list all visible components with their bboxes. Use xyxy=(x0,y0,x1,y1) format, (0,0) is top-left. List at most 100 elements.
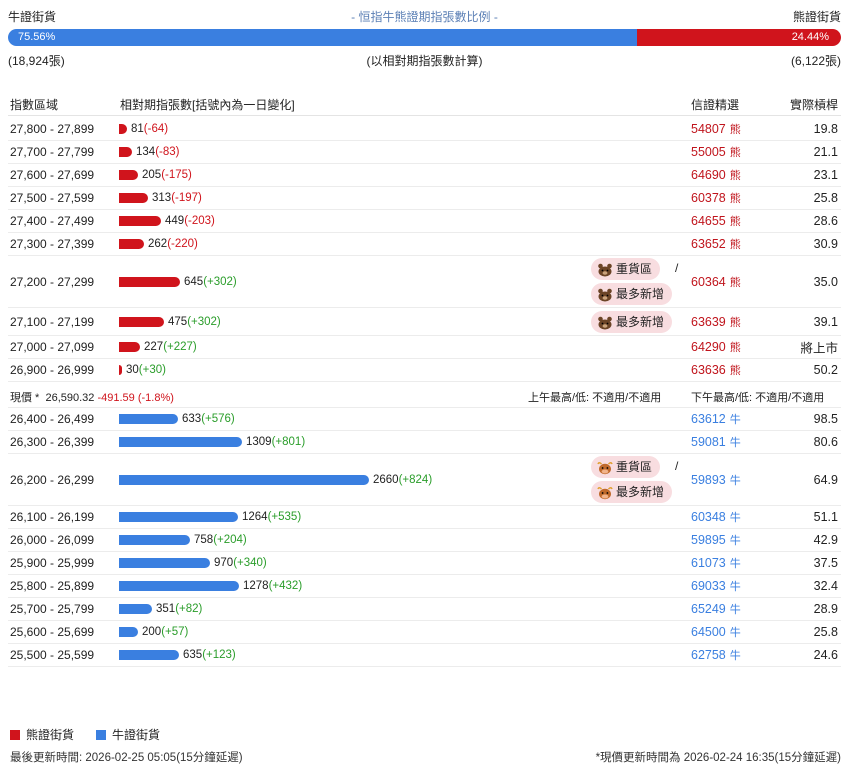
warrant-code[interactable]: 61073 xyxy=(691,556,726,570)
warrant-code[interactable]: 63652 xyxy=(691,237,726,251)
warrant-code[interactable]: 64290 xyxy=(691,340,726,354)
warrant-code-link[interactable]: 64500 牛 xyxy=(691,624,741,640)
bear-contracts-bar xyxy=(119,239,144,249)
bull-row[interactable]: 26,300 - 26,399 1309(+801) 59081 牛 80.6 xyxy=(8,431,841,454)
current-price-change: -491.59 (-1.8%) xyxy=(97,392,174,404)
bear-row[interactable]: 27,300 - 27,399 262(-220) 63652 熊 30.9 xyxy=(8,233,841,256)
effective-gearing: 19.8 xyxy=(813,122,838,136)
warrant-code[interactable]: 60378 xyxy=(691,191,726,205)
warrant-code-link[interactable]: 64290 熊 xyxy=(691,339,741,355)
warrant-type: 牛 xyxy=(729,558,741,570)
warrant-type: 熊 xyxy=(729,365,741,377)
bear-row[interactable]: 27,100 - 27,199 475(+302) 最多新增 63639 熊 39.1 xyxy=(8,308,841,336)
bull-bear-ratio-bar: 75.56% 24.44% xyxy=(8,29,841,46)
bull-row[interactable]: 26,400 - 26,499 633(+576) 63612 牛 98.5 xyxy=(8,408,841,431)
warrant-type: 熊 xyxy=(729,316,741,329)
contracts-value: 635(+123) xyxy=(183,649,236,661)
index-range: 25,800 - 25,899 xyxy=(10,579,95,593)
badge-label: 重貨區 xyxy=(616,460,653,474)
effective-gearing: 32.4 xyxy=(813,579,838,593)
bull-icon xyxy=(597,460,613,475)
warrant-code[interactable]: 60364 xyxy=(691,274,726,289)
badge-separator: / xyxy=(675,459,679,473)
contracts-change: (+340) xyxy=(233,557,267,569)
warrant-code[interactable]: 59895 xyxy=(691,533,726,547)
bull-contracts-bar xyxy=(119,437,242,447)
index-range: 27,200 - 27,299 xyxy=(10,274,95,289)
warrant-type: 牛 xyxy=(729,581,741,593)
warrant-code[interactable]: 64655 xyxy=(691,214,726,228)
warrant-code-link[interactable]: 64655 熊 xyxy=(691,213,741,229)
warrant-code-link[interactable]: 60348 牛 xyxy=(691,509,741,525)
bear-row[interactable]: 27,600 - 27,699 205(-175) 64690 熊 23.1 xyxy=(8,164,841,187)
bear-row[interactable]: 27,000 - 27,099 227(+227) 64290 熊 將上市 xyxy=(8,336,841,359)
warrant-code[interactable]: 60348 xyxy=(691,510,726,524)
index-range: 25,700 - 25,799 xyxy=(10,602,95,616)
bull-row[interactable]: 26,100 - 26,199 1264(+535) 60348 牛 51.1 xyxy=(8,506,841,529)
warrant-type: 熊 xyxy=(729,239,741,251)
warrant-code-link[interactable]: 55005 熊 xyxy=(691,144,741,160)
warrant-code-link[interactable]: 69033 牛 xyxy=(691,578,741,594)
bull-contracts-bar xyxy=(119,604,152,614)
effective-gearing: 28.6 xyxy=(813,214,838,228)
col-contracts-header: 相對期指張數[括號內為一日變化] xyxy=(120,98,295,112)
warrant-code-link[interactable]: 65249 牛 xyxy=(691,601,741,617)
warrant-code[interactable]: 64690 xyxy=(691,168,726,182)
warrant-code[interactable]: 64500 xyxy=(691,625,726,639)
bear-row[interactable]: 27,800 - 27,899 81(-64) 54807 熊 19.8 xyxy=(8,118,841,141)
effective-gearing: 23.1 xyxy=(813,168,838,182)
warrant-code-link[interactable]: 63639 熊 xyxy=(691,314,741,330)
warrant-code[interactable]: 63612 xyxy=(691,412,726,426)
warrant-code[interactable]: 59893 xyxy=(691,472,726,487)
warrant-code[interactable]: 65249 xyxy=(691,602,726,616)
warrant-code[interactable]: 55005 xyxy=(691,145,726,159)
bull-row[interactable]: 25,600 - 25,699 200(+57) 64500 牛 25.8 xyxy=(8,621,841,644)
warrant-code[interactable]: 54807 xyxy=(691,122,726,136)
bull-ratio-segment: 75.56% xyxy=(8,29,638,46)
warrant-code-link[interactable]: 59081 牛 xyxy=(691,434,741,450)
contracts-value: 633(+576) xyxy=(182,413,235,425)
contracts-count: 351 xyxy=(156,603,176,615)
bull-row[interactable]: 25,500 - 25,599 635(+123) 62758 牛 24.6 xyxy=(8,644,841,667)
bull-row[interactable]: 26,200 - 26,299 2660(+824) 重貨區 最多新增 / 59893 牛 6… xyxy=(8,454,841,506)
contracts-count: 81 xyxy=(131,123,144,135)
effective-gearing: 98.5 xyxy=(813,412,838,426)
warrant-code-link[interactable]: 63652 熊 xyxy=(691,236,741,252)
col-code-header: 信證精選 xyxy=(691,98,740,112)
warrant-code[interactable]: 69033 xyxy=(691,579,726,593)
legend-bear: 熊證街貨 xyxy=(10,726,74,743)
bull-contracts-bar xyxy=(119,414,178,424)
contracts-value: 81(-64) xyxy=(131,123,168,135)
warrant-code[interactable]: 62758 xyxy=(691,648,726,662)
bear-row[interactable]: 27,200 - 27,299 645(+302) 重貨區 最多新增 / 60364 熊 35… xyxy=(8,256,841,308)
warrant-code[interactable]: 63639 xyxy=(691,314,726,329)
warrant-code[interactable]: 63636 xyxy=(691,363,726,377)
contracts-change: (-220) xyxy=(167,238,198,250)
legend-bull-label: 牛證街貨 xyxy=(112,728,161,742)
contracts-count: 1278 xyxy=(243,580,269,592)
contracts-value: 970(+340) xyxy=(214,557,267,569)
warrant-code-link[interactable]: 63612 牛 xyxy=(691,411,741,427)
bear-row[interactable]: 27,700 - 27,799 134(-83) 55005 熊 21.1 xyxy=(8,141,841,164)
bull-row[interactable]: 25,800 - 25,899 1278(+432) 69033 牛 32.4 xyxy=(8,575,841,598)
bear-row[interactable]: 27,500 - 27,599 313(-197) 60378 熊 25.8 xyxy=(8,187,841,210)
warrant-code[interactable]: 59081 xyxy=(691,435,726,449)
bull-contracts-bar xyxy=(119,474,369,485)
current-price: 現價 * 26,590.32 -491.59 (-1.8%) xyxy=(10,389,174,405)
warrant-code-link[interactable]: 61073 牛 xyxy=(691,555,741,571)
warrant-code-link[interactable]: 54807 熊 xyxy=(691,121,741,137)
warrant-code-link[interactable]: 62758 牛 xyxy=(691,647,741,663)
bear-row[interactable]: 26,900 - 26,999 30(+30) 63636 熊 50.2 xyxy=(8,359,841,382)
warrant-code-link[interactable]: 60378 熊 xyxy=(691,190,741,206)
bull-icon xyxy=(597,485,613,500)
warrant-code-link[interactable]: 64690 熊 xyxy=(691,167,741,183)
contracts-change: (+123) xyxy=(202,649,236,661)
bull-row[interactable]: 26,000 - 26,099 758(+204) 59895 牛 42.9 xyxy=(8,529,841,552)
warrant-code-link[interactable]: 60364 熊 xyxy=(691,274,741,290)
warrant-code-link[interactable]: 59895 牛 xyxy=(691,532,741,548)
warrant-code-link[interactable]: 63636 熊 xyxy=(691,362,741,378)
warrant-code-link[interactable]: 59893 牛 xyxy=(691,472,741,488)
bear-row[interactable]: 27,400 - 27,499 449(-203) 64655 熊 28.6 xyxy=(8,210,841,233)
bull-row[interactable]: 25,900 - 25,999 970(+340) 61073 牛 37.5 xyxy=(8,552,841,575)
bull-row[interactable]: 25,700 - 25,799 351(+82) 65249 牛 28.9 xyxy=(8,598,841,621)
